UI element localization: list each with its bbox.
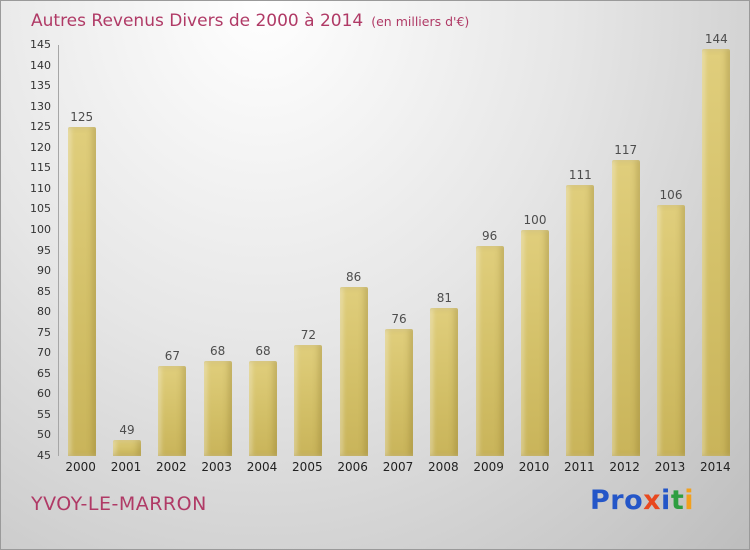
bar: [113, 439, 141, 456]
chart-title: Autres Revenus Divers de 2000 à 2014: [31, 11, 364, 31]
logo-letter: i: [684, 485, 694, 516]
bar: [657, 205, 685, 456]
x-tick-label: 2004: [246, 460, 278, 474]
bar-value-label: 81: [436, 291, 452, 306]
y-tick-label: 130: [30, 99, 51, 113]
bar-value-label: 76: [391, 311, 407, 326]
x-tick-label: 2013: [654, 460, 686, 474]
bar-value-label: 72: [300, 328, 316, 343]
bar: [67, 127, 96, 456]
bar: [521, 229, 549, 456]
logo-letter: i: [661, 485, 671, 516]
x-tick-label: 2000: [65, 460, 96, 474]
bar: [566, 184, 595, 456]
bar: [611, 160, 640, 456]
logo-letter: r: [610, 485, 625, 516]
y-tick-label: 65: [37, 366, 51, 380]
logo-letter: x: [643, 485, 662, 516]
proxiti-logo: Proxiti: [590, 485, 694, 516]
bar-value-label: 68: [255, 344, 271, 359]
bar: [475, 246, 504, 456]
chart-subtitle: (en milliers d'€): [371, 14, 470, 29]
y-tick-label: 45: [37, 449, 51, 462]
logo-letter: o: [624, 485, 644, 516]
x-tick-label: 2002: [156, 460, 187, 474]
y-tick-label: 105: [30, 202, 51, 216]
bar-value-label: 96: [482, 229, 498, 244]
bar-value-label: 106: [659, 188, 683, 203]
x-tick-label: 2009: [473, 460, 504, 474]
bar-value-label: 67: [164, 348, 180, 363]
y-tick-label: 100: [30, 222, 51, 236]
bar: [158, 365, 187, 456]
x-tick-label: 2011: [564, 460, 595, 474]
bar-value-label: 86: [346, 270, 362, 285]
y-tick-label: 145: [30, 38, 51, 51]
y-tick-label: 60: [37, 387, 51, 401]
x-tick-label: 2007: [382, 460, 414, 474]
y-tick-label: 135: [30, 79, 51, 93]
x-tick-label: 2010: [518, 460, 550, 474]
x-tick-label: 2014: [700, 460, 731, 474]
y-axis: 45 50 55 60 65 70 75 80 85 90 95 100 105 110 115 120 125…: [1, 38, 53, 462]
y-tick-label: 95: [37, 243, 51, 257]
y-tick-label: 140: [30, 58, 51, 72]
bar: [702, 49, 731, 456]
y-tick-label: 85: [37, 284, 51, 298]
bar-value-label: 125: [70, 110, 94, 125]
y-tick-label: 55: [37, 407, 51, 421]
bar: [339, 287, 368, 456]
bar: [203, 361, 232, 456]
y-tick-label: 70: [37, 346, 51, 360]
y-tick-label: 80: [37, 305, 51, 319]
bar-value-label: 144: [704, 32, 728, 47]
y-tick-label: 120: [30, 140, 51, 154]
bar: [385, 328, 413, 456]
chart-header: Autres Revenus Divers de 2000 à 2014 (en …: [31, 11, 469, 31]
bar-value-label: 49: [119, 422, 135, 437]
x-tick-label: 2012: [609, 460, 640, 474]
bar: [430, 308, 459, 456]
x-tick-label: 2006: [337, 460, 368, 474]
bar-value-label: 117: [614, 143, 638, 158]
bar-value-label: 111: [568, 167, 592, 182]
y-tick-label: 50: [37, 428, 51, 442]
y-tick-label: 110: [30, 181, 51, 195]
x-tick-label: 2001: [110, 460, 142, 474]
bar: [249, 361, 277, 456]
x-axis: 2000 2001 2002 2003 2004 2005 2006 2007 2008 2009…: [58, 460, 738, 476]
bar-value-label: 68: [210, 344, 226, 359]
y-tick-label: 115: [30, 161, 51, 175]
y-tick-label: 125: [30, 120, 51, 134]
commune-name: YVOY-LE-MARRON: [31, 493, 207, 515]
x-tick-label: 2005: [292, 460, 323, 474]
bar: [294, 345, 323, 456]
logo-letter: t: [670, 485, 685, 516]
y-tick-label: 90: [37, 264, 51, 278]
plot-area: 125 49 67 68 68 72 86 76 81 96 100 111 117 106 144: [58, 32, 738, 456]
logo-letter: P: [589, 485, 611, 516]
x-tick-label: 2003: [201, 460, 232, 474]
x-tick-label: 2008: [428, 460, 459, 474]
y-tick-label: 75: [37, 325, 51, 339]
bar-value-label: 100: [523, 212, 547, 227]
